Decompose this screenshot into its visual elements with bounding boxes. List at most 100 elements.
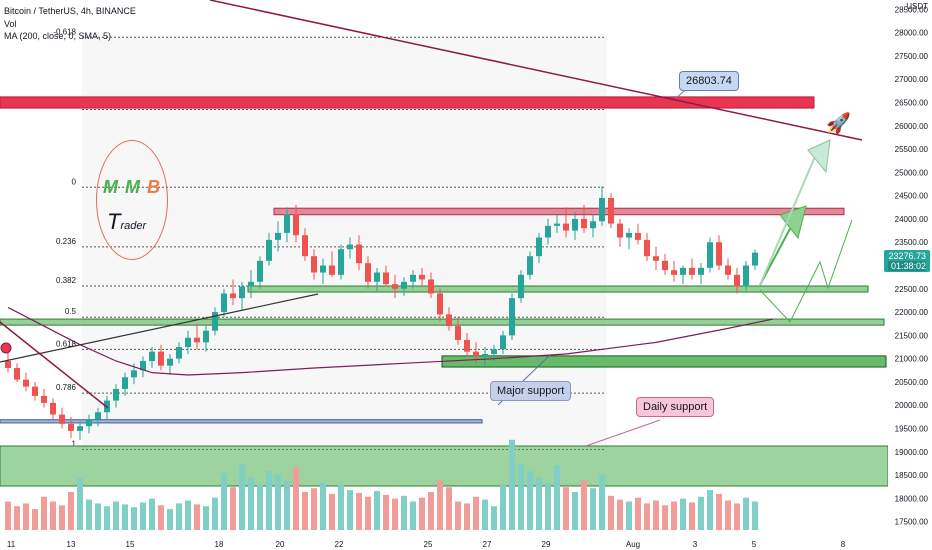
volume-bar <box>95 503 101 530</box>
volume-bar <box>392 499 398 530</box>
fib-label: 0 <box>72 177 77 186</box>
candle-body <box>518 275 524 298</box>
volume-bar <box>140 502 146 530</box>
axis-tick: 22500.00 <box>895 285 929 294</box>
resistance-box <box>274 208 844 215</box>
major-support-callout: Major support <box>490 381 571 401</box>
candle <box>23 373 29 392</box>
candle <box>50 398 56 419</box>
candle <box>635 224 641 245</box>
volume-bar <box>77 478 83 530</box>
candle-body <box>68 424 74 431</box>
axis-tick: 22000.00 <box>895 308 929 317</box>
fib-label: 0.5 <box>65 307 77 316</box>
date-tick: 3 <box>693 540 698 549</box>
candle-body <box>473 352 479 357</box>
logo-mm-text: M M <box>103 177 141 197</box>
old-support-line <box>0 420 482 423</box>
candle-body <box>14 368 20 380</box>
candle-body <box>230 293 236 298</box>
candle <box>689 259 695 280</box>
candle-body <box>581 219 587 228</box>
axis-tick: 24000.00 <box>895 215 929 224</box>
volume-bar <box>446 487 452 530</box>
target-price-callout: 26803.74 <box>679 71 739 91</box>
candle-body <box>743 266 749 287</box>
volume-bar <box>302 492 308 530</box>
volume-bar <box>5 502 11 531</box>
date-tick: 27 <box>483 540 492 549</box>
volume-bar <box>167 509 173 530</box>
candle <box>662 254 668 275</box>
date-tick: Aug <box>626 540 640 549</box>
trendline-anchor <box>1 343 11 353</box>
volume-bar <box>284 481 290 530</box>
volume-bar <box>500 484 506 530</box>
candle-body <box>293 214 299 235</box>
daily-support-zone <box>0 446 888 486</box>
logo-t-letter: T <box>107 209 120 234</box>
chart-title: Bitcoin / TetherUS, 4h, BINANCE <box>4 6 136 16</box>
candle-body <box>500 335 506 349</box>
candle-body <box>428 279 434 293</box>
candle-body <box>95 412 101 419</box>
candle-body <box>563 224 569 231</box>
volume-bar <box>203 506 209 530</box>
candle-body <box>311 256 317 272</box>
candle-body <box>482 354 488 356</box>
candle-body <box>662 261 668 270</box>
axis-tick: 28000.00 <box>895 29 929 38</box>
candle-body <box>680 268 686 275</box>
volume-bar <box>113 502 119 531</box>
volume-bar <box>131 507 137 530</box>
volume-bar <box>410 502 416 531</box>
projection-path <box>760 220 852 322</box>
volume-bar <box>608 496 614 530</box>
volume-bar <box>176 503 182 530</box>
candle-body <box>203 331 209 343</box>
volume-bar <box>365 497 371 530</box>
axis-tick: 24500.00 <box>895 192 929 201</box>
candle-body <box>698 268 704 275</box>
volume-bar <box>518 464 524 531</box>
candle-body <box>266 240 272 261</box>
volume-bar <box>266 471 272 530</box>
candle-body <box>491 349 497 354</box>
logo-trader-small: rader <box>120 220 146 232</box>
volume-bar <box>455 502 461 531</box>
date-tick: 5 <box>752 540 757 549</box>
volume-bar <box>257 484 263 530</box>
candle <box>41 389 47 408</box>
axis-tick: 19500.00 <box>895 425 929 434</box>
volume-bar <box>320 483 326 531</box>
date-tick: 15 <box>126 540 135 549</box>
volume-bar <box>239 464 245 531</box>
axis-tick: 27500.00 <box>895 52 929 61</box>
volume-bar <box>311 488 317 530</box>
volume-bar <box>68 492 74 530</box>
date-tick: 29 <box>542 540 551 549</box>
volume-bar <box>635 498 641 530</box>
candle <box>338 245 344 280</box>
candle-body <box>185 338 191 347</box>
candle <box>617 219 623 247</box>
volume-bar <box>383 495 389 530</box>
axis-tick: 25000.00 <box>895 168 929 177</box>
volume-bar <box>212 498 218 530</box>
candle <box>752 249 758 270</box>
volume-bar <box>50 502 56 531</box>
candle-body <box>635 233 641 240</box>
volume-bar <box>689 502 695 530</box>
volume-bar <box>428 492 434 530</box>
volume-bar <box>59 505 65 530</box>
axis-tick: 25500.00 <box>895 145 929 154</box>
time-axis-background <box>0 538 932 550</box>
volume-bar <box>545 483 551 531</box>
time-axis[interactable]: 11 13 15 18 20 22 25 27 29 Aug 3 5 8 <box>0 538 932 550</box>
volume-bar <box>671 502 677 531</box>
candle-body <box>536 238 542 257</box>
candle-body <box>131 370 137 377</box>
volume-bar <box>662 505 668 530</box>
